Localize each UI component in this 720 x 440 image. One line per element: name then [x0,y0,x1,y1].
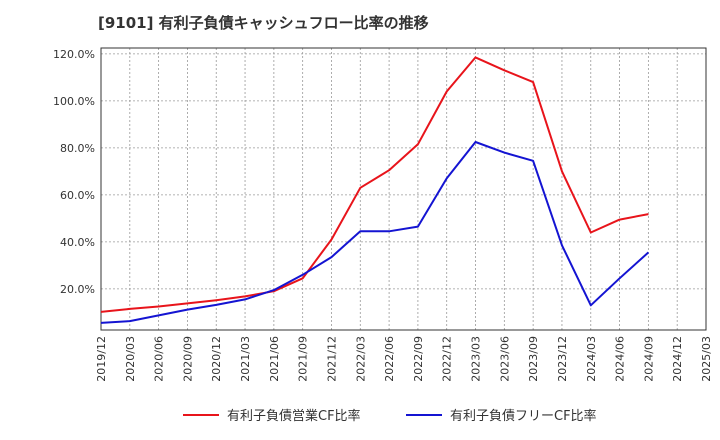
x-tick-label: 2022/06 [383,336,396,382]
legend-label-1: 有利子負債営業CF比率 [227,408,361,424]
y-tick-label: 60.0% [60,189,95,202]
y-tick-label: 40.0% [60,236,95,249]
x-tick-label: 2019/12 [95,336,108,382]
x-tick-label: 2022/12 [441,336,454,382]
y-tick-label: 100.0% [53,95,95,108]
series-line-2 [100,141,650,324]
x-tick-label: 2024/06 [614,336,627,382]
x-tick-label: 2023/09 [527,336,540,382]
x-tick-label: 2024/09 [642,336,655,382]
x-tick-label: 2021/09 [297,336,310,382]
plot-frame [100,47,707,331]
x-tick-label: 2024/12 [671,336,684,382]
x-tick-label: 2020/06 [153,336,166,382]
series-line-1 [100,56,649,313]
x-tick-label: 2023/12 [556,336,569,382]
axis-layer: 20.0% 40.0% 60.0% 80.0% 100.0% 120.0% 2019/12 2… [53,47,713,382]
y-tick-label: 80.0% [60,142,95,155]
x-tick-label: 2021/12 [325,336,338,382]
grid-layer [101,48,706,330]
legend-label-2: 有利子負債フリーCF比率 [450,408,597,424]
series-layer [100,56,650,324]
y-tick-label: 120.0% [53,48,95,61]
x-tick-label: 2023/06 [498,336,511,382]
x-tick-label: 2022/09 [412,336,425,382]
legend: 有利子負債営業CF比率 有利子負債フリーCF比率 [183,408,597,424]
chart-title: [9101] 有利子負債キャッシュフロー比率の推移 [98,14,429,32]
x-tick-label: 2025/03 [700,336,713,382]
x-tick-label: 2020/03 [124,336,137,382]
x-tick-label: 2024/03 [585,336,598,382]
x-tick-label: 2020/12 [210,336,223,382]
x-tick-label: 2020/09 [181,336,194,382]
x-tick-label: 2022/03 [354,336,367,382]
x-tick-label: 2021/06 [268,336,281,382]
x-tick-label: 2021/03 [239,336,252,382]
y-tick-label: 20.0% [60,283,95,296]
x-tick-label: 2023/03 [470,336,483,382]
